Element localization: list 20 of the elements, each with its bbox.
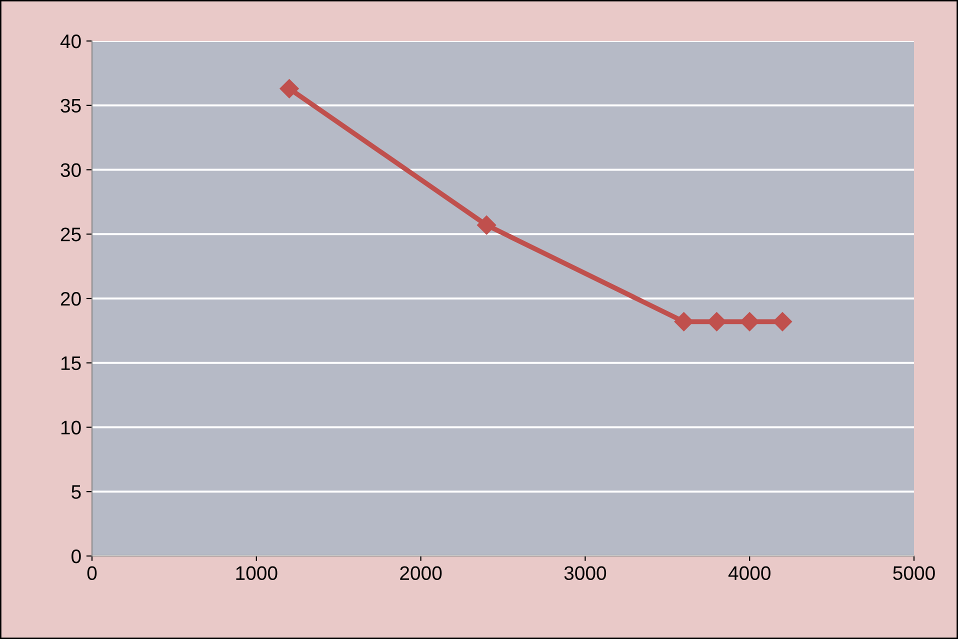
x-tick-label: 3000 [564,566,606,580]
point [707,312,726,332]
y-tick-label: 30 [60,163,81,177]
y-tick-label: 15 [61,356,81,370]
y-tick-label: 20 [60,292,81,306]
point [280,79,299,98]
x-tick-label: 1000 [236,566,278,580]
x-tick-label: 2000 [400,566,442,580]
point [674,312,694,332]
point [740,312,760,332]
point [477,216,496,235]
x-tick-label: 5000 [893,566,935,580]
y-tick-label: 0 [72,549,81,564]
y-tick-label: 35 [60,98,81,113]
y-tick-label: 25 [60,228,81,242]
x-tick-label: 0 [87,566,97,580]
y-tick-label: 40 [60,34,81,48]
y-tick-label: 5 [72,485,81,499]
x-tick-label: 4000 [728,566,770,580]
y-tick-label: 10 [61,420,81,434]
